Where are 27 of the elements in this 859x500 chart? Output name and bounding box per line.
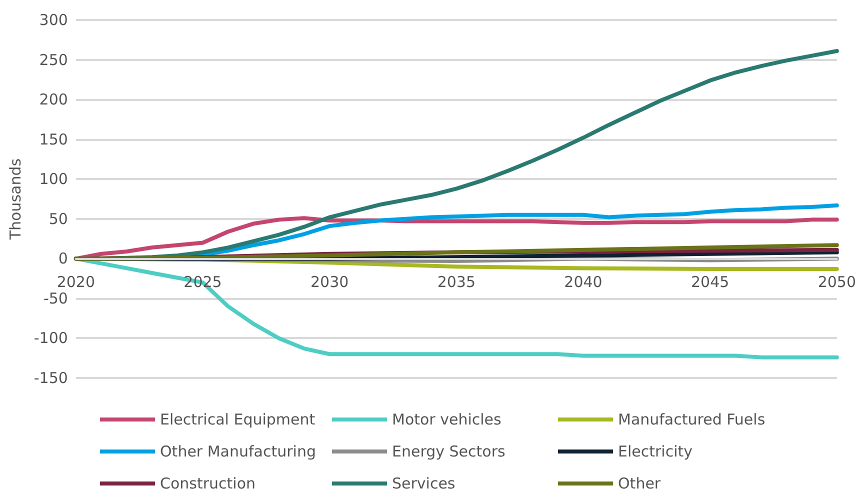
y-axis-title: Thousands [6,158,24,241]
y-tick-label: 250 [39,50,68,69]
y-tick-label: 0 [58,250,68,268]
x-tick-label: 2040 [564,273,602,292]
y-tick-label: -150 [34,369,68,387]
legend-label: Electricity [618,442,693,460]
x-tick-label: 2050 [818,273,856,292]
legend-label: Electrical Equipment [160,410,316,428]
x-tick-label: 2035 [437,273,476,292]
legend-label: Manufactured Fuels [618,410,766,428]
y-tick-label: 200 [39,90,68,109]
legend-label: Energy Sectors [392,442,506,460]
y-tick-label: 150 [39,130,68,148]
y-tick-label: 100 [39,170,68,188]
y-tick-label: -100 [34,329,68,348]
y-tick-label: 50 [48,210,68,228]
line-series [74,243,839,261]
x-tick-label: 2020 [56,273,96,292]
y-tick-label: -50 [43,289,68,308]
y-tick-label: 300 [39,11,68,29]
legend-label: Other Manufacturing [160,442,316,460]
x-tick-label: 2030 [310,273,349,292]
legend-label: Motor vehicles [392,410,502,428]
legend-label: Other [618,474,662,492]
legend-label: Construction [160,474,256,492]
legend-label: Services [392,474,456,492]
x-tick-label: 2045 [690,273,730,292]
